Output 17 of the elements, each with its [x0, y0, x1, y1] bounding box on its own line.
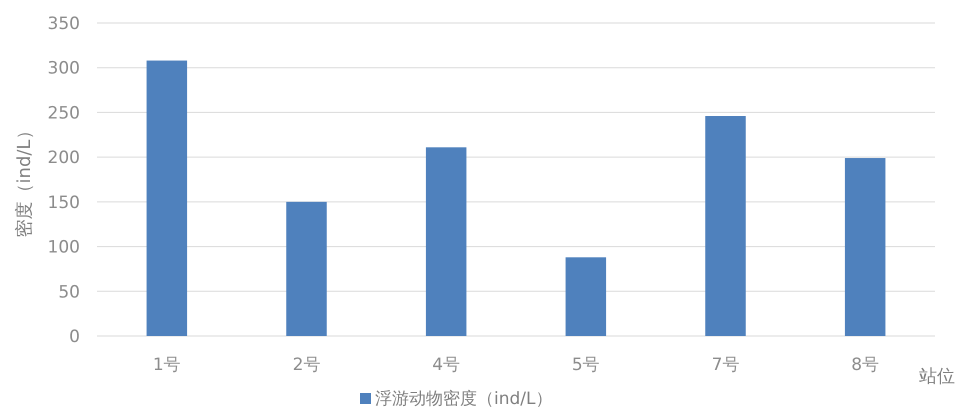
y-tick-label: 100 — [48, 238, 80, 258]
x-tick-label: 8号 — [851, 355, 880, 375]
x-tick-label: 4号 — [432, 355, 460, 375]
x-tick-label: 1号 — [152, 355, 181, 375]
x-tick-label: 5号 — [572, 355, 600, 375]
y-tick-label: 150 — [48, 192, 80, 213]
x-tick-label: 7号 — [712, 355, 740, 375]
y-tick-label: 350 — [48, 14, 80, 34]
y-tick-label: 0 — [69, 327, 80, 347]
y-tick-label: 300 — [48, 58, 80, 79]
legend-label: 浮游动物密度（ind/L） — [375, 389, 552, 409]
x-tick-label: 2号 — [292, 355, 320, 375]
y-tick-label: 50 — [58, 282, 80, 302]
y-tick-label: 250 — [48, 103, 80, 124]
x-axis-title: 站位 — [919, 366, 955, 387]
y-axis-title: 密度（ind/L） — [14, 122, 35, 238]
y-tick-label: 200 — [48, 148, 80, 168]
